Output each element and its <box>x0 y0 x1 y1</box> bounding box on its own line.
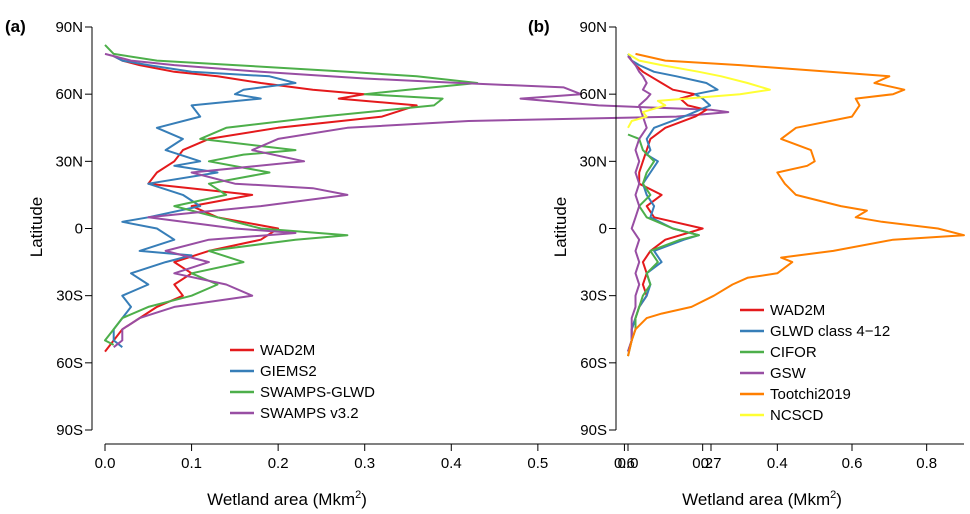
panel-b-legend-label: NCSCD <box>770 407 824 424</box>
panel-a-y-tick-label: 0 <box>75 221 83 238</box>
panel-a-legend-label: WAD2M <box>260 342 315 359</box>
panel-a-legend-label: GIEMS2 <box>260 363 317 380</box>
panel-a-series-line-giems2 <box>112 55 297 348</box>
panel-a-legend-label: SWAMPS-GLWD <box>260 384 375 401</box>
panel-b-series-line-tootchi2019 <box>627 52 965 357</box>
panel-a-x-tick-label: 0.5 <box>527 455 548 472</box>
panel-b-y-tick-label: 0 <box>599 221 607 238</box>
panel-b-y-tick-label: 90S <box>580 422 607 439</box>
panel-a-series-line-swamps-v3-2 <box>104 52 730 348</box>
panel-b-axes: 90N 60N 30N 0 30S 60S 90S 0.0 0.2 0.4 0.6 0.8 <box>579 19 964 472</box>
panel-a-series-line-swamps-glwd <box>104 44 479 346</box>
panel-b-legend-label: GSW <box>770 365 807 382</box>
panel-a-y-tick-label: 90N <box>55 19 83 36</box>
panel-a-x-tick-label: 0.1 <box>181 455 202 472</box>
panel-a: (a) Latitude Wetland area (Mkm2) 90N 60N 3… <box>5 17 755 509</box>
panel-b: (b) Latitude Wetland area (Mkm2) 90N 60N 3… <box>528 17 965 509</box>
panel-a-x-tick-label: 0.3 <box>354 455 375 472</box>
panel-a-y-tick-label: 30N <box>55 153 83 170</box>
panel-a-y-tick-label: 60N <box>55 86 83 103</box>
panel-a-x-tick-label: 0.6 <box>614 455 635 472</box>
panel-b-series-line-cifor <box>627 133 700 357</box>
panel-a-ylabel: Latitude <box>27 197 46 258</box>
panel-b-xlabel: Wetland area (Mkm2) <box>682 489 842 509</box>
panel-b-y-tick-label: 60N <box>579 86 607 103</box>
panel-a-x-tick-label: 0.0 <box>95 455 116 472</box>
panel-a-y-tick-label: 60S <box>56 355 83 372</box>
panel-a-lines <box>104 44 730 353</box>
panel-b-y-tick-label: 90N <box>579 19 607 36</box>
panel-a-y-tick-label: 30S <box>56 288 83 305</box>
panel-a-x-tick-label: 0.7 <box>701 455 722 472</box>
panel-a-axes: 90N 60N 30N 0 30S 60S 90S 0.0 0.1 0.2 0.3 0.4 0.5 0.6… <box>55 19 755 472</box>
panel-b-series-line-ncscd <box>627 53 771 129</box>
panel-b-label: (b) <box>528 17 550 36</box>
panel-b-series-line-gsw <box>627 55 652 352</box>
panel-b-x-tick-label: 0.0 <box>618 455 639 472</box>
panel-b-legend-label: CIFOR <box>770 344 817 361</box>
panel-b-x-tick-label: 0.8 <box>916 455 937 472</box>
panel-a-label: (a) <box>5 17 26 36</box>
panel-b-y-tick-label: 30S <box>580 288 607 305</box>
panel-b-legend-label: WAD2M <box>770 302 825 319</box>
panel-a-x-tick-label: 0.4 <box>441 455 462 472</box>
panel-b-legend-label: Tootchi2019 <box>770 386 851 403</box>
panel-a-x-tick-label: 0.2 <box>268 455 289 472</box>
panel-a-legend: WAD2M GIEMS2 SWAMPS-GLWD SWAMPS v3.2 <box>230 342 375 422</box>
panel-a-y-tick-label: 90S <box>56 422 83 439</box>
panel-b-y-tick-label: 60S <box>580 355 607 372</box>
panel-b-legend-label: GLWD class 4−12 <box>770 323 890 340</box>
panel-b-ylabel: Latitude <box>551 197 570 258</box>
panel-a-series-line-wad2m <box>104 55 418 353</box>
panel-a-legend-label: SWAMPS v3.2 <box>260 405 359 422</box>
panel-b-y-tick-label: 30N <box>579 153 607 170</box>
panel-b-legend: WAD2M GLWD class 4−12 CIFOR GSW Tootchi2019 N… <box>740 302 890 424</box>
panel-b-series-line-glwd-class-4-12 <box>627 53 719 352</box>
panel-b-x-tick-label: 0.6 <box>842 455 863 472</box>
panel-b-x-tick-label: 0.4 <box>767 455 788 472</box>
panel-b-x-tick-label: 0.2 <box>692 455 713 472</box>
panel-b-lines <box>627 52 965 357</box>
panel-a-xlabel: Wetland area (Mkm2) <box>207 489 367 509</box>
